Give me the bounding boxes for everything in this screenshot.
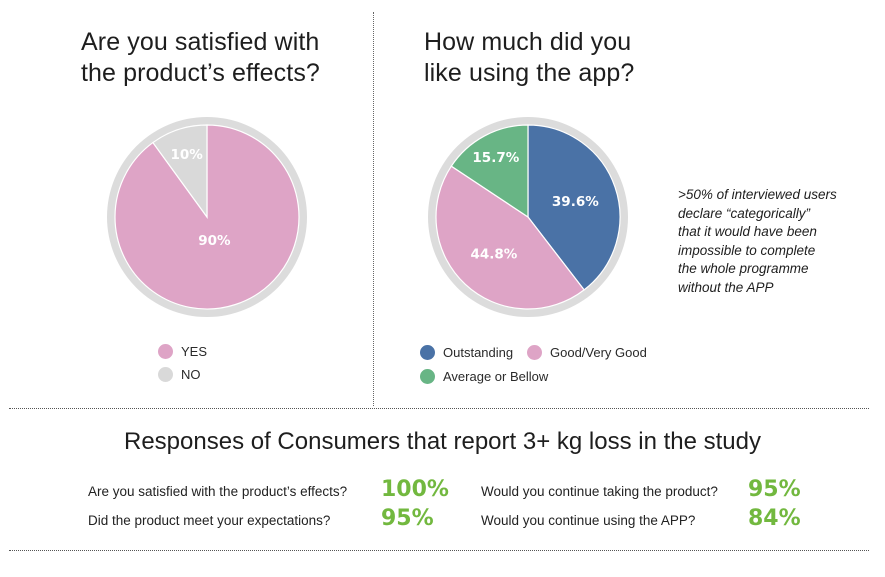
horizontal-divider-bottom bbox=[9, 550, 869, 551]
note-line: the whole programme bbox=[678, 261, 809, 277]
title-line: like using the app? bbox=[424, 59, 635, 87]
app-liking-slice-label: 44.8% bbox=[470, 247, 517, 263]
app-liking-slice-average-or-bellow bbox=[450, 124, 529, 219]
note-line: without the APP bbox=[678, 279, 774, 295]
note-line: impossible to complete bbox=[678, 242, 816, 258]
app-liking-slice-label: 15.7% bbox=[472, 150, 519, 166]
legend-swatch-no bbox=[158, 367, 173, 382]
satisfaction-slice-label: 90% bbox=[198, 233, 231, 249]
app-liking-slice-outstanding bbox=[527, 124, 621, 291]
response-value: 84% bbox=[748, 506, 801, 531]
response-question: Are you satisfied with the product’s eff… bbox=[88, 484, 348, 499]
title-line: Are you satisfied with bbox=[81, 28, 320, 56]
horizontal-divider-top bbox=[9, 408, 869, 409]
note-line: that it would have been bbox=[678, 224, 817, 240]
legend-item-yes: YES bbox=[158, 344, 207, 359]
legend-label: Outstanding bbox=[443, 345, 514, 360]
vertical-divider bbox=[373, 12, 374, 406]
response-question: Would you continue taking the product? bbox=[481, 484, 718, 499]
legend-swatch-outstanding bbox=[420, 345, 435, 360]
note-line: >50% of interviewed users bbox=[678, 187, 837, 202]
app-liking-slice-good-very-good bbox=[435, 165, 585, 310]
response-value: 95% bbox=[748, 477, 801, 502]
chart-title-satisfaction: Are you satisfied with the product’s eff… bbox=[81, 27, 371, 89]
response-question: Would you continue using the APP? bbox=[481, 513, 696, 528]
legend-label: Average or Bellow bbox=[443, 369, 549, 384]
legend-item-average: Average or Bellow bbox=[420, 369, 548, 384]
title-line: the product’s effects? bbox=[81, 59, 320, 87]
app-importance-note: >50% of interviewed users declare “categ… bbox=[678, 186, 883, 298]
satisfaction-slice-label: 10% bbox=[170, 147, 203, 163]
legend-swatch-average bbox=[420, 369, 435, 384]
response-value: 100% bbox=[381, 477, 449, 502]
legend-swatch-yes bbox=[158, 344, 173, 359]
response-question: Did the product meet your expectations? bbox=[88, 513, 331, 528]
legend-swatch-good bbox=[527, 345, 542, 360]
chart-title-app-liking: How much did you like using the app? bbox=[424, 27, 684, 89]
legend-label: YES bbox=[181, 344, 208, 359]
satisfaction-pie-chart: 90% 10% bbox=[107, 117, 307, 317]
title-line: How much did you bbox=[424, 28, 632, 56]
satisfaction-slice-no bbox=[152, 124, 208, 219]
legend-item-outstanding: Outstanding bbox=[420, 345, 513, 360]
legend-item-good: Good/Very Good bbox=[527, 345, 647, 360]
app-liking-pie-chart: 39.6% 44.8% 15.7% bbox=[428, 117, 628, 317]
app-liking-slice-label: 39.6% bbox=[552, 194, 599, 210]
legend-label: Good/Very Good bbox=[550, 345, 647, 360]
legend-label: NO bbox=[181, 367, 201, 382]
responses-title: Responses of Consumers that report 3+ kg… bbox=[124, 428, 761, 455]
note-line: declare “categorically” bbox=[678, 205, 811, 221]
legend-item-no: NO bbox=[158, 367, 201, 382]
response-value: 95% bbox=[381, 506, 434, 531]
